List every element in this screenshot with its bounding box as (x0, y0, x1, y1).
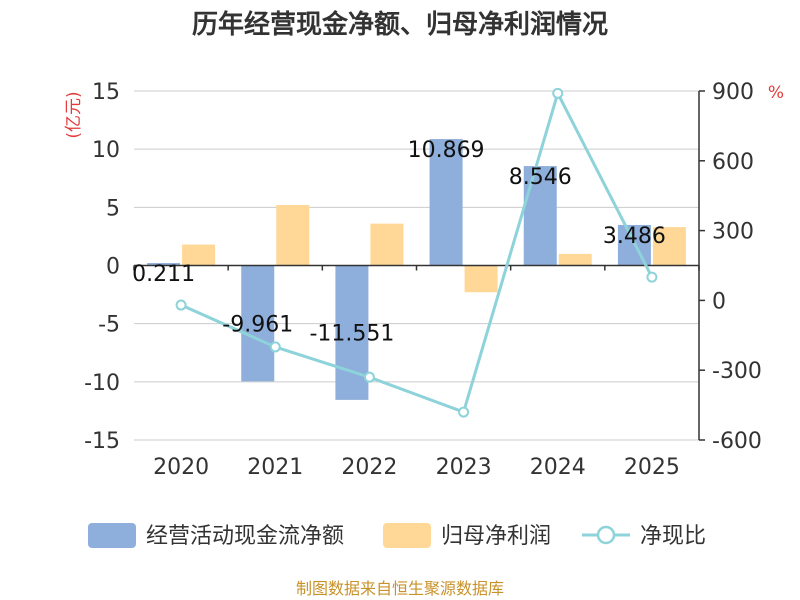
y-right-tick-label: 0 (712, 289, 726, 314)
cashflow-bar (523, 166, 557, 266)
cashflow-bar (335, 265, 369, 400)
y-left-tick-label: -10 (84, 371, 120, 396)
y-left-tick-label: -5 (98, 313, 120, 338)
right-axis-label: % (768, 83, 784, 103)
cashflow-bar (147, 263, 181, 266)
cashflow-data-label: 8.546 (509, 165, 572, 190)
legend-label[interactable]: 净现比 (640, 524, 706, 549)
ratio-line (175, 87, 658, 418)
cashflow-data-label: -9.961 (222, 312, 293, 337)
y-right-tick-label: 900 (712, 80, 754, 105)
x-tick-label: 2021 (247, 455, 303, 480)
x-tick-label: 2022 (341, 455, 397, 480)
left-axis-label: (亿元) (64, 91, 84, 138)
profit-bar (182, 244, 216, 266)
x-tick-label: 2020 (153, 455, 209, 480)
y-left-tick-label: -15 (84, 429, 120, 454)
source-note: 制图数据来自恒生聚源数据库 (296, 579, 504, 598)
ratio-point (646, 271, 658, 283)
legend-label[interactable]: 经营活动现金流净额 (146, 524, 344, 549)
y-left-tick-label: 15 (92, 80, 120, 105)
y-right-tick-label: 600 (712, 150, 754, 175)
legend-ratio-marker[interactable] (596, 525, 616, 545)
legend-label[interactable]: 归母净利润 (441, 524, 551, 549)
y-left-tick-label: 10 (92, 138, 120, 163)
cashflow-bar (241, 265, 275, 382)
legend-profit-swatch[interactable] (383, 523, 431, 548)
cashflow-data-label: 0.211 (132, 262, 195, 287)
profit-bar (558, 253, 592, 266)
y-right-tick-label: -600 (712, 429, 762, 454)
ratio-point (458, 406, 470, 418)
profit-bar (276, 205, 310, 266)
profit-bar (370, 223, 404, 266)
data-labels: 0.211 -9.961 -11.551 10.869 8.546 3.486 (132, 138, 666, 347)
x-tick-label: 2023 (436, 455, 492, 480)
ratio-point (269, 341, 281, 353)
ratio-line-path (180, 89, 654, 415)
chart-title: 历年经营现金净额、归母净利润情况 (192, 9, 608, 40)
cashflow-data-label: -11.551 (309, 322, 394, 347)
legend-cashflow-swatch[interactable] (88, 523, 136, 548)
ratio-point (552, 87, 564, 99)
cashflow-data-label: 10.869 (408, 138, 485, 163)
y-left-tick-label: 5 (106, 196, 120, 221)
y-left-tick-label: 0 (106, 255, 120, 280)
y-right-tick-label: 300 (712, 220, 754, 245)
x-tick-label: 2024 (530, 455, 586, 480)
cashflow-data-label: 3.486 (603, 224, 666, 249)
bars (147, 139, 686, 400)
ratio-point (175, 299, 187, 311)
cashflow-bar (429, 139, 463, 266)
x-tick-label: 2025 (624, 455, 680, 480)
profit-bar (652, 227, 686, 266)
y-right-tick-label: -300 (712, 359, 762, 384)
ratio-point (363, 371, 375, 383)
profit-bar (464, 265, 498, 293)
legend[interactable]: 经营活动现金流净额 归母净利润 净现比 (88, 523, 706, 549)
axes: 15 10 5 0 -5 -10 -15 900 600 300 0 -300 -600 2020 2021… (84, 80, 762, 480)
grid-lines (134, 90, 699, 441)
